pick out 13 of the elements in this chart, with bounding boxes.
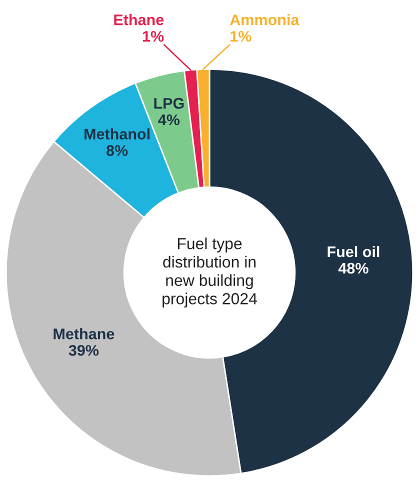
data-label: 48% (338, 262, 368, 274)
text: Fuel type distribution in new building projects 2024 (162, 238, 257, 308)
data-label: 4% (158, 114, 180, 126)
slice-label: Ethane (114, 14, 164, 26)
data-label: 39% (68, 344, 99, 356)
slice-label: Methane (54, 328, 114, 340)
slice-label: Methanol (84, 128, 150, 140)
data-label: 1% (142, 30, 164, 42)
data-label: 8% (106, 145, 128, 156)
data-label: 1% (230, 30, 252, 42)
slice-label: LPG (154, 98, 184, 109)
slice-label: Fuel oil (328, 246, 380, 258)
slice-label: Ammonia (230, 14, 300, 26)
